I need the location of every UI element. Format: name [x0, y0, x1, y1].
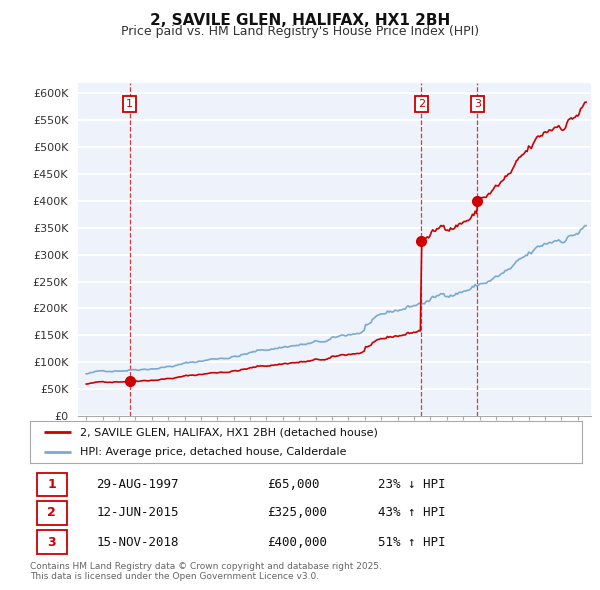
Text: Contains HM Land Registry data © Crown copyright and database right 2025.
This d: Contains HM Land Registry data © Crown c…: [30, 562, 382, 581]
Text: Price paid vs. HM Land Registry's House Price Index (HPI): Price paid vs. HM Land Registry's House …: [121, 25, 479, 38]
Text: 1: 1: [126, 99, 133, 109]
Text: 3: 3: [474, 99, 481, 109]
Text: 23% ↓ HPI: 23% ↓ HPI: [378, 478, 445, 491]
Text: £325,000: £325,000: [268, 506, 328, 519]
Text: 2, SAVILE GLEN, HALIFAX, HX1 2BH: 2, SAVILE GLEN, HALIFAX, HX1 2BH: [150, 13, 450, 28]
FancyBboxPatch shape: [37, 473, 67, 497]
Text: £65,000: £65,000: [268, 478, 320, 491]
Text: HPI: Average price, detached house, Calderdale: HPI: Average price, detached house, Cald…: [80, 447, 346, 457]
FancyBboxPatch shape: [37, 530, 67, 554]
Text: 12-JUN-2015: 12-JUN-2015: [96, 506, 179, 519]
Text: 43% ↑ HPI: 43% ↑ HPI: [378, 506, 445, 519]
Text: 2: 2: [47, 506, 56, 519]
Text: 15-NOV-2018: 15-NOV-2018: [96, 536, 179, 549]
Text: 3: 3: [47, 536, 56, 549]
Text: 51% ↑ HPI: 51% ↑ HPI: [378, 536, 445, 549]
Text: 1: 1: [47, 478, 56, 491]
Text: £400,000: £400,000: [268, 536, 328, 549]
Text: 29-AUG-1997: 29-AUG-1997: [96, 478, 179, 491]
Text: 2: 2: [418, 99, 425, 109]
FancyBboxPatch shape: [37, 501, 67, 525]
Text: 2, SAVILE GLEN, HALIFAX, HX1 2BH (detached house): 2, SAVILE GLEN, HALIFAX, HX1 2BH (detach…: [80, 427, 377, 437]
